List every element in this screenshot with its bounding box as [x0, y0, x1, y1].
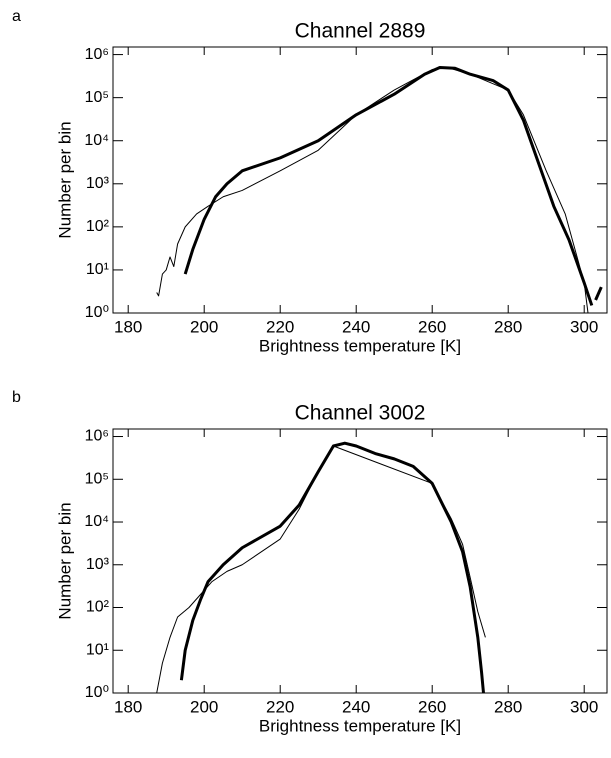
y-tick-label: 10⁶: [85, 428, 109, 445]
y-tick-label: 10⁶: [85, 46, 109, 63]
y-tick-label: 10²: [86, 218, 110, 235]
panel: b Channel 3002 Brightness temperature [K] N…: [12, 389, 608, 735]
data-line: [183, 66, 603, 306]
y-tick-label: 10¹: [86, 261, 109, 278]
chart-title: Channel 2889: [295, 20, 426, 43]
x-axis-label: Brightness temperature [K]: [259, 716, 461, 735]
x-axis-label: Brightness temperature [K]: [259, 336, 461, 355]
chart-title: Channel 3002: [295, 402, 426, 425]
y-tick-label: 10⁰: [85, 304, 109, 321]
x-tick-label: 180: [114, 697, 142, 716]
x-tick-label: 280: [494, 697, 522, 716]
y-axis-label: Number per bin: [55, 502, 74, 619]
x-tick-label: 280: [494, 317, 522, 336]
x-tick-label: 200: [190, 697, 218, 716]
x-tick-label: 180: [114, 317, 142, 336]
y-tick-label: 10³: [86, 556, 110, 573]
x-tick-label: 240: [342, 317, 370, 336]
plot-frame: [112, 46, 608, 314]
y-tick-label: 10⁴: [84, 513, 109, 530]
x-tick-label: 260: [418, 317, 446, 336]
panel: a Channel 2889 Brightness temperature [K] N…: [12, 8, 608, 355]
y-tick-label: 10²: [86, 599, 110, 616]
y-axis-label: Number per bin: [55, 121, 74, 238]
data-line: [156, 67, 589, 313]
x-tick-label: 200: [190, 317, 218, 336]
panel-label: b: [12, 389, 21, 406]
y-tick-label: 10⁴: [84, 132, 109, 149]
y-tick-label: 10⁵: [85, 89, 109, 106]
data-line: [156, 445, 486, 693]
y-tick-label: 10⁵: [85, 470, 109, 487]
y-tick-label: 10³: [86, 175, 110, 192]
x-tick-label: 300: [570, 317, 598, 336]
x-tick-label: 260: [418, 697, 446, 716]
x-tick-label: 300: [570, 697, 598, 716]
panel-label: a: [12, 8, 21, 25]
y-tick-label: 10⁰: [85, 684, 109, 701]
y-tick-label: 10¹: [86, 641, 109, 658]
data-line: [179, 441, 485, 693]
x-tick-label: 220: [266, 317, 294, 336]
x-tick-label: 220: [266, 697, 294, 716]
x-tick-label: 240: [342, 697, 370, 716]
plot-frame: [112, 428, 608, 694]
